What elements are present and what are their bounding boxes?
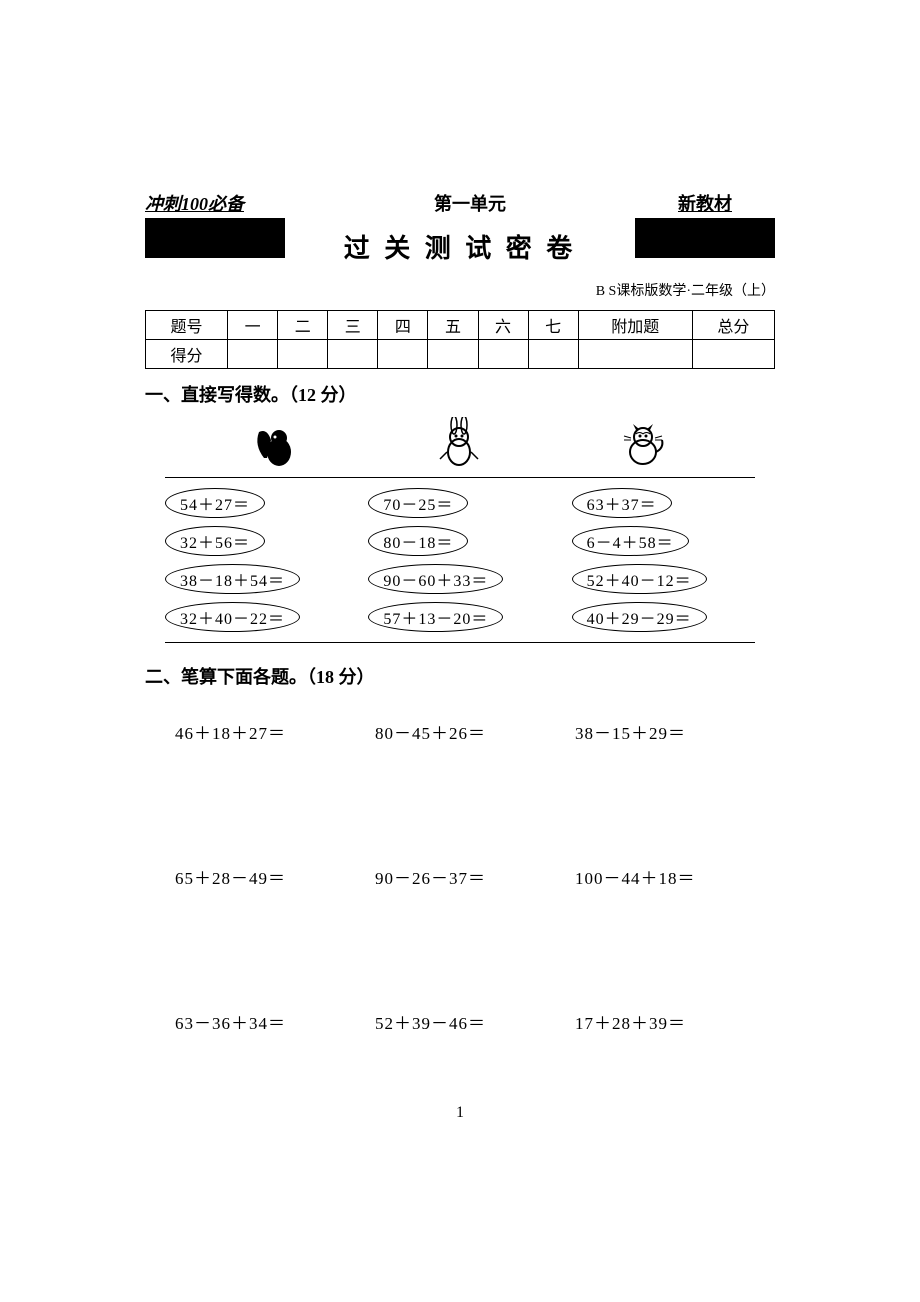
table-row: 得分 <box>146 340 775 369</box>
math-problem: 32＋56＝ <box>165 526 265 556</box>
table-cell <box>478 340 528 369</box>
table-cell <box>328 340 378 369</box>
table-cell <box>228 340 278 369</box>
math-problem: 63＋37＝ <box>572 488 672 518</box>
math-grid: 54＋27＝ 70－25＝ 63＋37＝ 32＋56＝ 80－18＝ 6－4＋5… <box>165 480 755 640</box>
table-header: 六 <box>478 311 528 340</box>
table-cell <box>278 340 328 369</box>
table-header: 四 <box>378 311 428 340</box>
table-cell <box>428 340 478 369</box>
math-problem: 46＋18＋27＝ <box>175 719 345 744</box>
math-problem: 80－45＋26＝ <box>375 719 545 744</box>
table-header: 总分 <box>692 311 774 340</box>
math-problem: 57＋13－20＝ <box>368 602 503 632</box>
header-right-block: 新教材 <box>635 190 775 258</box>
math-problem: 80－18＝ <box>368 526 468 556</box>
animals-row <box>165 417 755 472</box>
math-problem: 54＋27＝ <box>165 488 265 518</box>
math-problem: 38－18＋54＝ <box>165 564 300 594</box>
table-header: 三 <box>328 311 378 340</box>
table-cell <box>378 340 428 369</box>
document-header: 冲刺100必备 第一单元 过 关 测 试 密 卷 新教材 <box>145 190 775 265</box>
table-header: 二 <box>278 311 328 340</box>
table-header: 题号 <box>146 311 228 340</box>
written-grid: 46＋18＋27＝ 80－45＋26＝ 38－15＋29＝ 65＋28－49＝ … <box>145 699 775 1034</box>
table-header: 一 <box>228 311 278 340</box>
new-material-label: 新教材 <box>635 190 775 216</box>
cat-icon <box>613 417 673 472</box>
divider <box>165 642 755 643</box>
essential-label: 冲刺100必备 <box>145 190 285 216</box>
table-row: 题号 一 二 三 四 五 六 七 附加题 总分 <box>146 311 775 340</box>
math-problem: 17＋28＋39＝ <box>575 1009 745 1034</box>
table-header: 七 <box>528 311 578 340</box>
decorative-block-right <box>635 218 775 258</box>
section1-title: 一、直接写得数。（12 分） <box>145 381 775 407</box>
header-left-block: 冲刺100必备 <box>145 190 285 258</box>
math-problem: 70－25＝ <box>368 488 468 518</box>
table-cell <box>528 340 578 369</box>
written-math-section: 二、笔算下面各题。（18 分） 46＋18＋27＝ 80－45＋26＝ 38－1… <box>145 663 775 1034</box>
squirrel-icon <box>247 417 307 472</box>
table-header: 五 <box>428 311 478 340</box>
table-cell <box>692 340 774 369</box>
score-table: 题号 一 二 三 四 五 六 七 附加题 总分 得分 <box>145 310 775 369</box>
divider <box>165 477 755 478</box>
math-problem: 100－44＋18＝ <box>575 864 745 889</box>
math-problem: 38－15＋29＝ <box>575 719 745 744</box>
math-problem: 90－26－37＝ <box>375 864 545 889</box>
mental-math-section: 54＋27＝ 70－25＝ 63＋37＝ 32＋56＝ 80－18＝ 6－4＋5… <box>165 417 755 643</box>
math-problem: 6－4＋58＝ <box>572 526 689 556</box>
table-cell: 得分 <box>146 340 228 369</box>
rabbit-icon <box>430 417 490 472</box>
math-problem: 40＋29－29＝ <box>572 602 707 632</box>
math-problem: 63－36＋34＝ <box>175 1009 345 1034</box>
table-header: 附加题 <box>578 311 692 340</box>
page-number: 1 <box>0 1104 920 1122</box>
math-problem: 65＋28－49＝ <box>175 864 345 889</box>
page-content: 冲刺100必备 第一单元 过 关 测 试 密 卷 新教材 B S课标版数学·二年… <box>0 0 920 1034</box>
decorative-block-left <box>145 218 285 258</box>
math-problem: 90－60＋33＝ <box>368 564 503 594</box>
table-cell <box>578 340 692 369</box>
subtitle: B S课标版数学·二年级（上） <box>145 280 775 300</box>
math-problem: 52＋40－12＝ <box>572 564 707 594</box>
section2-title: 二、笔算下面各题。（18 分） <box>145 663 775 689</box>
math-problem: 32＋40－22＝ <box>165 602 300 632</box>
math-problem: 52＋39－46＝ <box>375 1009 545 1034</box>
